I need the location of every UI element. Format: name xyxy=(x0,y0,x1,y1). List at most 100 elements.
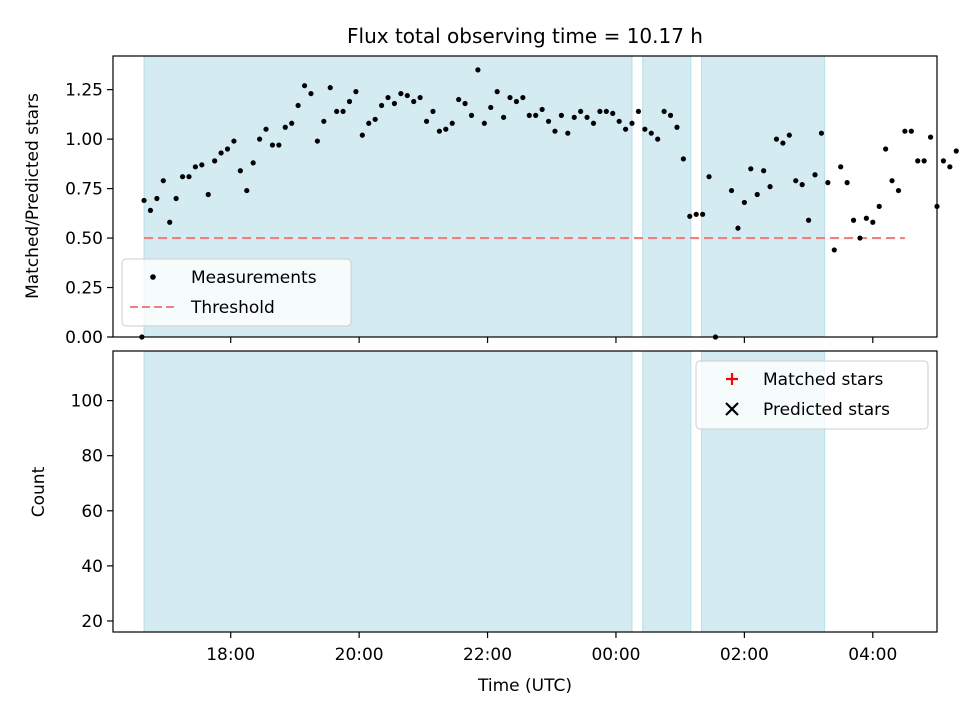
measurement-point xyxy=(488,104,494,111)
x-tick-label: 04:00 xyxy=(848,645,897,665)
measurement-point xyxy=(494,89,500,95)
measurement-point xyxy=(597,108,603,115)
y-tick-label: 100 xyxy=(71,392,103,412)
measurement-point xyxy=(456,96,462,103)
measurement-point xyxy=(186,174,192,180)
measurement-point xyxy=(321,118,327,124)
y-tick-label: 1.25 xyxy=(65,81,103,101)
legend-threshold-label: Threshold xyxy=(190,298,275,318)
x-tick-label: 22:00 xyxy=(463,645,512,665)
measurement-point xyxy=(947,164,953,170)
measurement-point xyxy=(379,102,385,109)
measurement-point xyxy=(680,156,686,162)
top-legend-box xyxy=(121,258,352,327)
measurement-point xyxy=(244,187,250,194)
legend-matched-label: Matched stars xyxy=(763,370,883,390)
measurement-point xyxy=(622,126,629,132)
measurement-point xyxy=(507,94,513,101)
bottom-axes-frame xyxy=(112,350,938,633)
measurement-point xyxy=(818,130,825,136)
measurement-point xyxy=(908,128,914,134)
measurement-point xyxy=(767,184,773,190)
measurement-point xyxy=(423,118,430,124)
measurement-point xyxy=(462,100,468,107)
top-panel: 0.00 0.25 0.50 0.75 1.00 1.25 Matched/Predict… xyxy=(23,55,959,348)
measurement-point xyxy=(212,158,218,164)
measurement-point xyxy=(728,187,735,194)
measurement-point xyxy=(147,207,154,213)
measurement-point xyxy=(825,180,831,186)
observing-window-band xyxy=(642,350,692,633)
measurement-point xyxy=(838,164,844,170)
measurement-point xyxy=(857,235,863,241)
measurement-point xyxy=(870,219,876,225)
measurement-point xyxy=(616,118,622,124)
measurement-point xyxy=(353,89,359,95)
measurement-point xyxy=(667,112,674,118)
measurement-point xyxy=(192,164,198,170)
measurement-point xyxy=(334,108,340,115)
measurement-point xyxy=(786,132,792,138)
x-tick-label: 02:00 xyxy=(720,645,769,665)
measurement-point xyxy=(748,166,754,172)
measurement-point xyxy=(571,114,577,120)
top-y-ticks: 0.00 0.25 0.50 0.75 1.00 1.25 xyxy=(65,81,113,348)
measurement-point xyxy=(301,83,308,89)
measurement-point xyxy=(282,124,288,130)
measurement-point xyxy=(366,120,372,126)
measurement-points xyxy=(139,67,959,340)
legend-matched-marker xyxy=(726,373,738,385)
measurement-point xyxy=(340,108,346,115)
measurement-point xyxy=(706,174,712,180)
measurement-point xyxy=(539,106,545,113)
y-tick-label: 60 xyxy=(81,502,103,522)
measurement-point xyxy=(895,187,902,194)
measurement-point xyxy=(231,138,237,144)
measurement-point xyxy=(398,90,404,97)
measurement-point xyxy=(590,120,597,126)
x-tick-label: 18:00 xyxy=(206,645,255,665)
measurement-point xyxy=(687,213,693,219)
measurement-point xyxy=(160,178,166,184)
measurement-point xyxy=(141,197,147,204)
measurement-point xyxy=(385,94,391,101)
measurement-point xyxy=(526,112,532,118)
measurement-point xyxy=(584,114,590,120)
measurement-point xyxy=(700,211,706,217)
measurement-point xyxy=(205,191,211,198)
measurement-point xyxy=(735,225,741,231)
measurement-point xyxy=(889,178,895,184)
bottom-panel: 20 40 60 80 100 18:00 20:00 22:00 00:00 02:00 04:… xyxy=(29,350,938,696)
measurement-point xyxy=(276,142,282,148)
measurement-point xyxy=(167,219,173,225)
measurement-point xyxy=(500,114,507,120)
measurement-point xyxy=(237,168,243,174)
measurement-point xyxy=(902,128,908,134)
measurement-point xyxy=(295,102,301,109)
x-tick-label: 20:00 xyxy=(335,645,384,665)
measurement-point xyxy=(793,178,799,184)
measurement-point xyxy=(533,112,539,118)
measurement-point xyxy=(179,174,186,180)
measurement-point xyxy=(154,195,160,202)
top-y-axis-label: Matched/Predicted stars xyxy=(23,93,43,299)
measurement-point xyxy=(799,182,805,188)
measurement-point xyxy=(812,172,818,178)
legend-measurement-marker xyxy=(150,274,156,280)
legend-measurements-label: Measurements xyxy=(191,268,317,288)
measurement-point xyxy=(927,134,934,140)
measurement-point xyxy=(552,128,558,134)
bottom-observing-windows xyxy=(143,350,826,633)
legend-predicted-label: Predicted stars xyxy=(763,400,890,420)
measurement-point xyxy=(430,108,436,115)
measurement-point xyxy=(940,158,947,164)
measurement-point xyxy=(404,92,410,99)
measurement-point xyxy=(411,98,417,105)
measurement-point xyxy=(565,130,571,136)
measurement-point xyxy=(513,98,520,105)
measurement-point xyxy=(372,116,378,122)
measurement-point xyxy=(648,130,654,136)
measurement-point xyxy=(391,100,398,107)
measurement-point xyxy=(449,120,455,126)
